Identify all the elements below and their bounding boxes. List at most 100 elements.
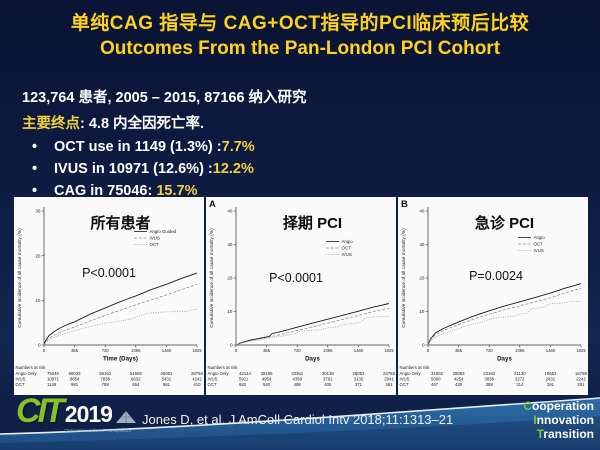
svg-text:48063: 48063 [160,371,173,376]
svg-text:Angio: Angio [534,235,546,240]
svg-text:4954: 4954 [262,377,272,382]
svg-text:1825: 1825 [576,348,586,353]
svg-text:IVUS: IVUS [342,252,352,257]
svg-text:急诊 PCI: 急诊 PCI [475,214,534,232]
svg-text:5911: 5911 [239,377,249,382]
slide-title-chinese: 单纯CAG 指导与 CAG+OCT指导的PCI临床预后比较 [70,13,530,34]
svg-text:28053: 28053 [352,371,365,376]
svg-text:31902: 31902 [431,371,444,376]
motto-initial: C [523,399,532,413]
bullet-value: 15.7% [156,183,198,199]
svg-text:365: 365 [71,348,79,353]
svg-text:10: 10 [419,309,425,314]
endpoint-text: : 4.8 内全因死亡率. [80,116,205,132]
motto-initial: I [533,413,537,427]
primary-endpoint-line: 主要终点: 4.8 内全因死亡率. [22,112,307,133]
motto-rest: ooperation [532,399,594,413]
svg-text:19653: 19653 [544,371,557,376]
svg-text:1825: 1825 [384,348,394,353]
svg-text:Angio: Angio [342,239,354,244]
study-summary: 123,764 患者, 2005 – 2015, 87166 纳入研究 [22,90,307,106]
svg-text:OCT: OCT [342,246,352,251]
intro-block: 123,764 患者, 2005 – 2015, 87166 纳入研究 主要终点… [22,86,307,202]
bullet-value: 12.2% [212,161,254,177]
svg-text:0: 0 [422,343,425,348]
svg-text:75046: 75046 [47,371,60,376]
svg-text:30138: 30138 [322,371,335,376]
svg-text:OCT: OCT [150,242,160,247]
svg-text:23182: 23182 [483,371,496,376]
cit-logo-tagline: China Interventional Therapeutics [64,428,132,433]
svg-text:择期 PCI: 择期 PCI [283,214,342,232]
svg-text:IVUS: IVUS [208,377,218,382]
svg-text:20: 20 [419,276,425,281]
bullet-marker: • [32,183,38,199]
svg-text:1095: 1095 [131,348,141,353]
citation: Jones D, et al. J AmColl Cardiol Intv 20… [142,412,454,427]
svg-text:Days: Days [305,356,320,363]
svg-text:30: 30 [35,209,41,214]
svg-text:IVUS: IVUS [400,377,410,382]
cit-logo-year: 2019 [64,401,113,427]
svg-text:7838: 7838 [100,377,110,382]
svg-text:5431: 5431 [162,377,172,382]
svg-text:Time (Days): Time (Days) [103,356,138,363]
svg-text:789: 789 [102,382,110,387]
svg-text:981: 981 [71,382,79,387]
result-bullet-list: • OCT use in 1149 (1.3%) :7.7% • IVUS in 1… [22,136,307,202]
building-icon [115,411,136,423]
svg-text:281: 281 [577,382,585,387]
svg-text:30: 30 [419,242,425,247]
km-chart-all-patients: 0 10 20 30 0 365 730 1095 1460 1825 Cumulative inc… [14,197,204,395]
svg-text:20: 20 [227,276,233,281]
svg-text:1460: 1460 [546,348,556,353]
svg-text:4358: 4358 [292,377,302,382]
svg-text:389: 389 [486,382,494,387]
svg-text:23765: 23765 [383,371,396,376]
motto-rest: ransition [543,427,594,441]
svg-text:IVUS: IVUS [534,248,544,253]
svg-text:498: 498 [294,382,302,387]
svg-text:581: 581 [163,382,171,387]
svg-text:42144: 42144 [239,371,252,376]
endpoint-label: 主要终点 [22,116,80,132]
svg-text:540: 540 [263,382,271,387]
svg-text:2941: 2941 [384,377,394,382]
svg-text:Cumulative incidence of all ca: Cumulative incidence of all cause mortal… [401,228,407,328]
cit-logo: CIT 2019 China Interventional Therapeuti… [16,394,138,433]
svg-text:40: 40 [419,209,425,214]
km-chart-elective-pci: 0 10 20 30 40 0 365 730 1095 1460 1825 Cumulative i… [206,197,396,395]
svg-text:0: 0 [427,348,430,353]
svg-text:1095: 1095 [515,348,525,353]
svg-text:20: 20 [35,253,41,258]
charts-row: 0 10 20 30 0 365 730 1095 1460 1825 Cumulative inc… [14,197,588,395]
svg-text:730: 730 [294,348,302,353]
svg-text:3272: 3272 [515,377,525,382]
svg-text:30: 30 [227,242,233,247]
svg-text:405: 405 [324,382,332,387]
svg-text:0: 0 [38,343,41,348]
svg-text:4242: 4242 [192,377,202,382]
svg-text:1460: 1460 [354,348,364,353]
svg-text:Days: Days [497,356,512,363]
svg-text:314: 314 [516,382,524,387]
km-plot-svg: 0 10 20 30 0 365 730 1095 1460 1825 Cumulative inc… [16,207,204,387]
svg-text:IVUS: IVUS [150,236,160,241]
km-chart-emergency-pci: 0 10 20 30 40 0 365 730 1095 1460 1825 Cumulative i… [398,197,588,395]
slide-title-english: Outcomes From the Pan-London PCI Cohort [99,38,501,59]
svg-text:Angio Only: Angio Only [208,371,230,376]
svg-text:10: 10 [227,309,233,314]
title-block: 单纯CAG 指导与 CAG+OCT指导的PCI临床预后比较 Outcomes F… [0,8,600,60]
svg-text:OCT: OCT [208,382,217,387]
svg-text:361: 361 [385,382,393,387]
svg-text:430: 430 [455,382,463,387]
motto-initial: T [536,427,544,441]
svg-text:B: B [401,199,408,210]
svg-text:3838: 3838 [484,377,494,382]
svg-text:Cumulative incidence of all ca: Cumulative incidence of all cause mortal… [17,228,23,328]
svg-text:654: 654 [132,382,140,387]
svg-text:371: 371 [355,382,363,387]
svg-text:0: 0 [43,348,46,353]
wave-decoration [0,397,600,450]
svg-text:IVUS: IVUS [16,377,26,382]
